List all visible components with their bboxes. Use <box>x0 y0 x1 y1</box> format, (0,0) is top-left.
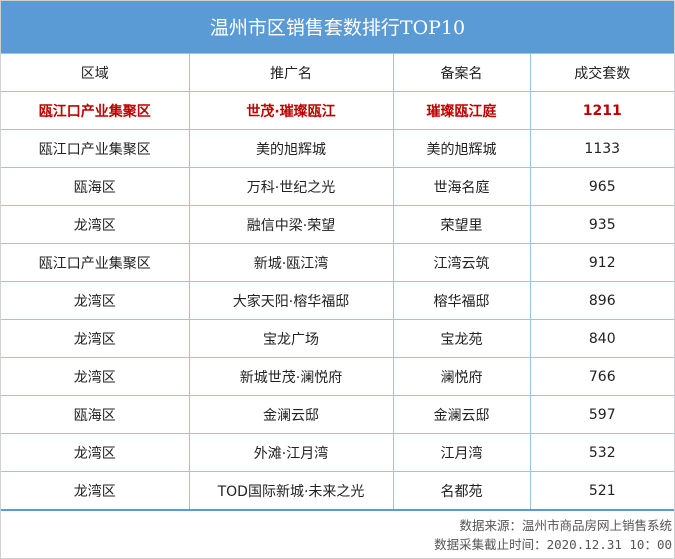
table-row: 龙湾区 新城世茂·澜悦府 澜悦府 766 <box>1 357 674 396</box>
cell-district: 瓯江口产业集聚区 <box>1 243 190 282</box>
cell-registered-name: 世海名庭 <box>392 167 531 206</box>
cell-units-sold: 521 <box>529 471 674 511</box>
table-row: 瓯江口产业集聚区 新城·瓯江湾 江湾云筑 912 <box>1 243 674 282</box>
cell-units-sold: 532 <box>529 433 674 472</box>
cell-promo-name: TOD国际新城·未来之光 <box>188 471 394 511</box>
cell-promo-name: 融信中梁·荣望 <box>188 205 394 244</box>
cell-registered-name: 江月湾 <box>392 433 531 472</box>
cell-district: 龙湾区 <box>1 319 190 358</box>
cell-units-sold: 766 <box>529 357 674 396</box>
cell-units-sold: 912 <box>529 243 674 282</box>
cell-units-sold: 1211 <box>529 91 674 130</box>
cell-units-sold: 935 <box>529 205 674 244</box>
cell-units-sold: 597 <box>529 395 674 434</box>
cell-promo-name: 新城·瓯江湾 <box>188 243 394 282</box>
cell-promo-name: 新城世茂·澜悦府 <box>188 357 394 396</box>
cell-promo-name: 宝龙广场 <box>188 319 394 358</box>
data-source: 数据来源：温州市商品房网上销售系统 <box>459 518 672 533</box>
cell-registered-name: 金澜云邸 <box>392 395 531 434</box>
cell-registered-name: 美的旭辉城 <box>392 129 531 168</box>
table-row: 瓯海区 万科·世纪之光 世海名庭 965 <box>1 167 674 206</box>
cell-district: 龙湾区 <box>1 205 190 244</box>
table-title: 温州市区销售套数排行TOP10 <box>1 1 674 53</box>
ranking-table: 区域 推广名 备案名 成交套数 瓯江口产业集聚区 世茂·璀璨瓯江 璀璨瓯江庭 1211… <box>1 53 674 511</box>
cell-registered-name: 荣望里 <box>392 205 531 244</box>
cell-units-sold: 965 <box>529 167 674 206</box>
header-units-sold: 成交套数 <box>529 53 674 92</box>
table-row: 龙湾区 TOD国际新城·未来之光 名都苑 521 <box>1 471 674 511</box>
cell-district: 龙湾区 <box>1 357 190 396</box>
cell-units-sold: 840 <box>529 319 674 358</box>
cell-promo-name: 大家天阳·榕华福邸 <box>188 281 394 320</box>
cell-promo-name: 美的旭辉城 <box>188 129 394 168</box>
header-district: 区域 <box>1 53 190 92</box>
cell-registered-name: 榕华福邸 <box>392 281 531 320</box>
header-promo-name: 推广名 <box>188 53 394 92</box>
cell-district: 龙湾区 <box>1 281 190 320</box>
cell-district: 瓯江口产业集聚区 <box>1 91 190 130</box>
footer-notes: 数据来源：温州市商品房网上销售系统 数据采集截止时间：2020.12.31 10… <box>434 516 672 554</box>
cell-units-sold: 1133 <box>529 129 674 168</box>
cell-promo-name: 外滩·江月湾 <box>188 433 394 472</box>
cell-promo-name: 金澜云邸 <box>188 395 394 434</box>
table-row: 瓯江口产业集聚区 世茂·璀璨瓯江 璀璨瓯江庭 1211 <box>1 91 674 130</box>
cell-district: 龙湾区 <box>1 471 190 511</box>
cell-registered-name: 宝龙苑 <box>392 319 531 358</box>
cell-promo-name: 万科·世纪之光 <box>188 167 394 206</box>
header-registered-name: 备案名 <box>392 53 531 92</box>
cell-units-sold: 896 <box>529 281 674 320</box>
cell-registered-name: 名都苑 <box>392 471 531 511</box>
table-row: 龙湾区 融信中梁·荣望 荣望里 935 <box>1 205 674 244</box>
cell-district: 瓯海区 <box>1 395 190 434</box>
cell-district: 瓯江口产业集聚区 <box>1 129 190 168</box>
cell-registered-name: 江湾云筑 <box>392 243 531 282</box>
cell-district: 龙湾区 <box>1 433 190 472</box>
cell-promo-name: 世茂·璀璨瓯江 <box>188 91 394 130</box>
table-row: 瓯海区 金澜云邸 金澜云邸 597 <box>1 395 674 434</box>
data-cutoff-time: 数据采集截止时间：2020.12.31 10：00 <box>434 537 672 552</box>
table-row: 瓯江口产业集聚区 美的旭辉城 美的旭辉城 1133 <box>1 129 674 168</box>
header-row: 区域 推广名 备案名 成交套数 <box>1 53 674 92</box>
table-row: 龙湾区 大家天阳·榕华福邸 榕华福邸 896 <box>1 281 674 320</box>
cell-district: 瓯海区 <box>1 167 190 206</box>
cell-registered-name: 璀璨瓯江庭 <box>392 91 531 130</box>
cell-registered-name: 澜悦府 <box>392 357 531 396</box>
table-row: 龙湾区 外滩·江月湾 江月湾 532 <box>1 433 674 472</box>
table-row: 龙湾区 宝龙广场 宝龙苑 840 <box>1 319 674 358</box>
